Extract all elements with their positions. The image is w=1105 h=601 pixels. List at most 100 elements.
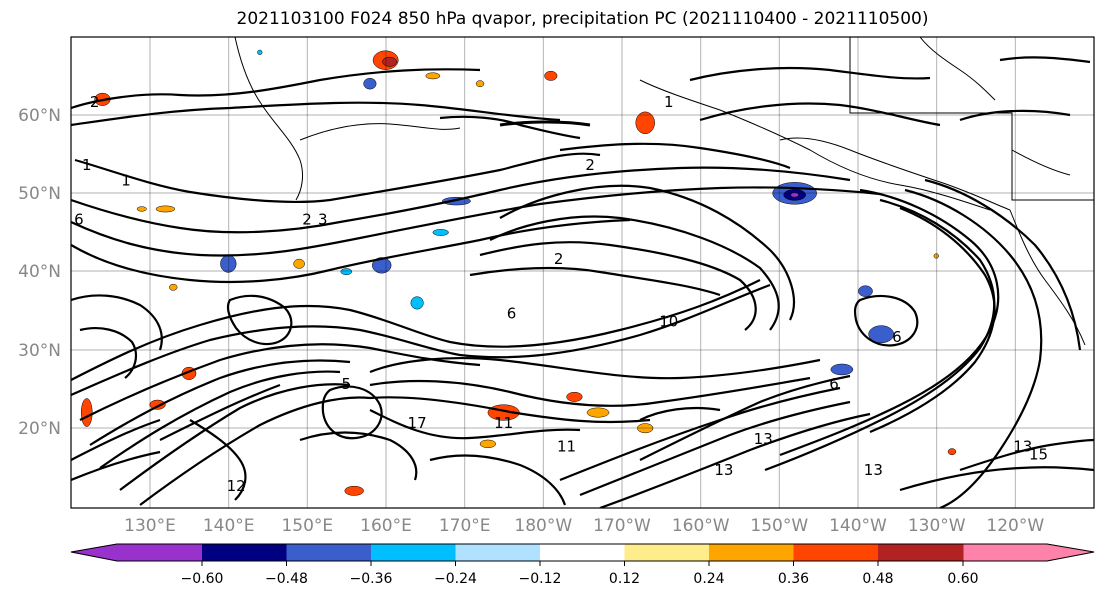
contour-label: 13: [864, 461, 883, 479]
humidity-contours: [71, 56, 1094, 508]
colorbar-label-012: 0.12: [609, 571, 640, 587]
colorbar-label-neg048: −0.48: [265, 571, 308, 587]
colorbar-bin-2: [202, 544, 287, 561]
contour-line: [429, 454, 567, 506]
coastline: [1009, 209, 1086, 346]
colorbar-label-048: 0.48: [862, 571, 893, 587]
contour-label: 1: [664, 93, 674, 111]
lon-label-130w: 130°W: [908, 516, 966, 536]
contour-line: [71, 101, 561, 127]
contour-line: [479, 241, 757, 331]
colorbar-bin-8: [709, 544, 794, 561]
precipitation-shading: [80, 49, 957, 496]
contour-line: [71, 294, 163, 351]
contour-label: 13: [754, 430, 773, 448]
colorbar-label-024: 0.24: [693, 571, 724, 587]
contour-line: [71, 283, 771, 397]
contour-line: [99, 370, 341, 469]
colorbar-bin-6: [540, 544, 625, 561]
precip-patch: [868, 325, 895, 344]
precip-patch: [479, 439, 497, 449]
contour-line: [71, 418, 161, 461]
latitude-labels: 60°N 50°N 40°N 30°N 20°N: [18, 106, 61, 439]
precip-patch: [363, 77, 377, 90]
lon-label-130e: 130°E: [124, 516, 176, 536]
contour-line: [639, 406, 721, 421]
contour-label: 13: [714, 461, 733, 479]
contour-line: [924, 178, 1082, 351]
contour-label: 6: [507, 305, 517, 323]
colorbar-ticks: [201, 561, 964, 566]
precip-patch: [136, 206, 147, 212]
lon-label-150e: 150°E: [281, 516, 333, 536]
contour-label: 10: [659, 312, 678, 330]
coastline: [299, 123, 461, 141]
lon-label-120w: 120°W: [986, 516, 1044, 536]
colorbar-label-neg060: −0.60: [181, 571, 224, 587]
graticule: [71, 37, 1094, 508]
lon-label-140w: 140°W: [829, 516, 887, 536]
colorbar-bin-1: [116, 544, 203, 561]
precip-patch: [586, 407, 610, 418]
contour-line: [79, 343, 481, 421]
precip-patch: [635, 111, 655, 135]
contour-line: [639, 374, 851, 461]
contour-line: [369, 396, 651, 424]
contour-label: 11: [494, 414, 513, 432]
contour-line: [764, 198, 996, 472]
lon-label-170w: 170°W: [593, 516, 651, 536]
contour-line: [499, 184, 795, 321]
coastline: [779, 137, 1011, 211]
contour-line: [869, 206, 996, 434]
contour-line: [71, 186, 881, 257]
longitude-labels: 130°E 140°E 150°E 160°E 170°E 180°W 170°…: [124, 516, 1044, 536]
colorbar-bin-10: [963, 544, 1048, 561]
colorbar-bin-4: [371, 544, 456, 561]
colorbar-bin-5: [455, 544, 541, 561]
contour-line: [71, 68, 481, 110]
precip-patch: [344, 485, 364, 496]
contour-label: 12: [227, 477, 246, 495]
lat-label-20n: 20°N: [18, 419, 61, 439]
contour-label: 5: [342, 375, 352, 393]
colorbar-bin-11: [878, 544, 964, 561]
coastline: [639, 79, 991, 211]
contour-label: 2: [302, 211, 312, 229]
lon-label-160e: 160°E: [360, 516, 412, 536]
contour-label: 2: [585, 156, 595, 174]
contour-line: [71, 450, 161, 482]
contour-line: [71, 279, 761, 381]
contour-line: [489, 215, 780, 331]
contour-line: [699, 102, 941, 127]
precip-patch: [858, 285, 873, 297]
contour-line: [71, 166, 851, 234]
precip-patch: [155, 205, 176, 213]
colorbar: −0.60 −0.48 −0.36 −0.24 −0.12 0.12 0.24 …: [70, 543, 1095, 587]
precip-patch: [566, 391, 583, 402]
colorbar-bin-7: [624, 544, 710, 561]
lon-label-150w: 150°W: [750, 516, 808, 536]
coastline: [919, 37, 996, 101]
precip-patch: [790, 192, 799, 198]
plot-area: [71, 37, 1094, 508]
precip-patch: [410, 296, 424, 310]
lat-label-40n: 40°N: [18, 262, 61, 282]
colorbar-label-neg024: −0.24: [434, 571, 477, 587]
contour-label: 15: [1029, 446, 1048, 464]
precip-patch: [947, 448, 957, 456]
coastlines: [234, 37, 1094, 346]
contour-line: [959, 438, 1094, 472]
contour-line: [439, 115, 581, 140]
lon-label-140e: 140°E: [203, 516, 255, 536]
contour-line: [299, 431, 418, 481]
coastline: [234, 37, 304, 201]
contour-line: [689, 66, 931, 82]
colorbar-bin-9: [793, 544, 879, 561]
precip-patch: [169, 283, 178, 291]
contour-label: 13: [1013, 438, 1032, 456]
contour-line: [189, 419, 247, 501]
contour-line: [559, 142, 791, 170]
precip-patch: [372, 257, 392, 274]
contour-line: [89, 359, 351, 446]
coastline: [849, 37, 1094, 201]
